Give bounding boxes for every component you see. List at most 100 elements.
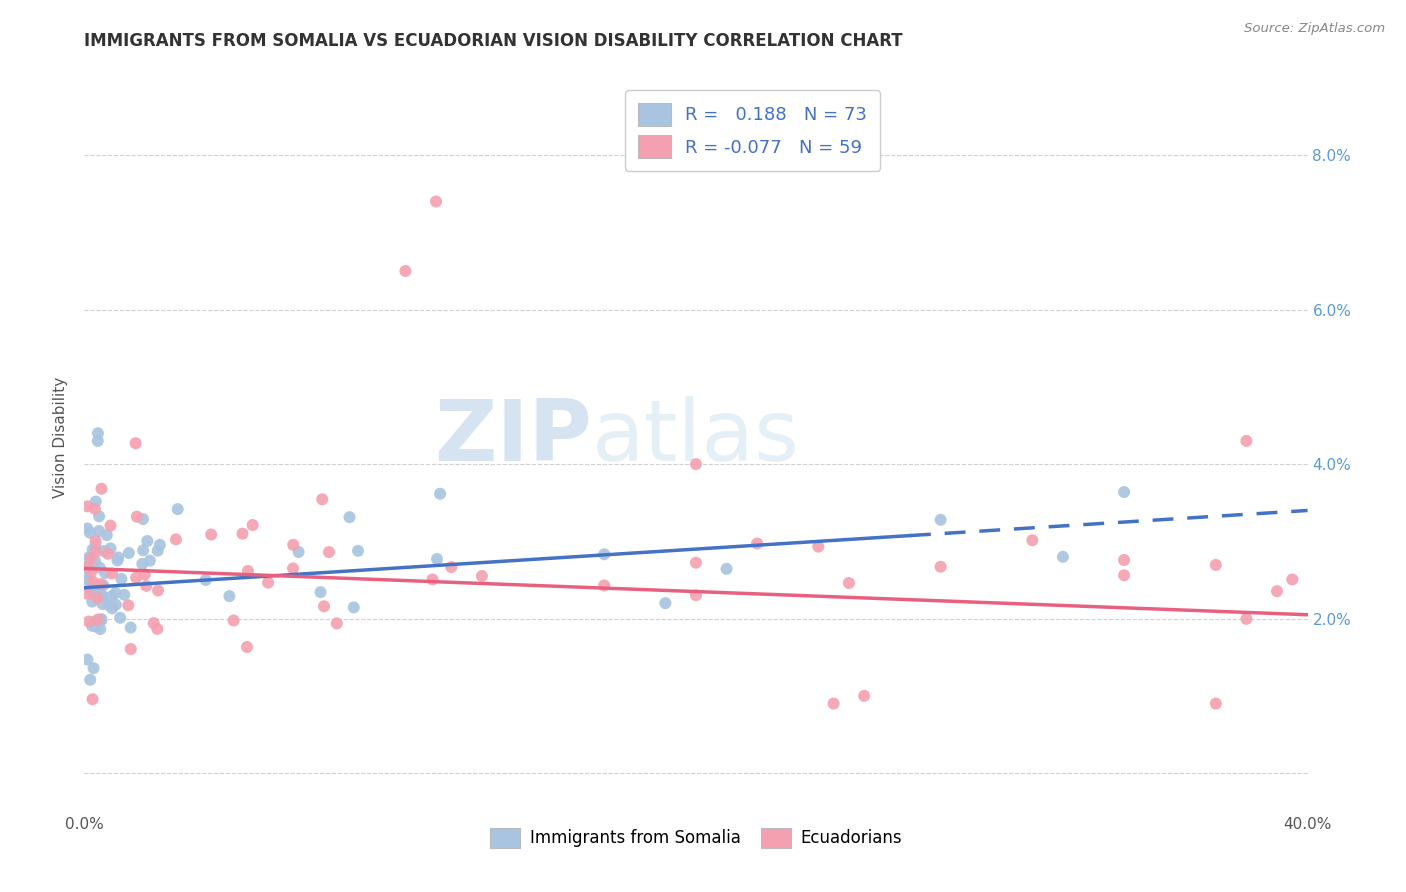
Point <box>108 611 131 625</box>
Point <box>84 544 107 558</box>
Point <box>343 600 366 615</box>
Point <box>84 501 107 516</box>
Point <box>142 616 165 631</box>
Point <box>425 194 447 209</box>
Point <box>593 578 616 592</box>
Point <box>77 550 100 565</box>
Point <box>222 614 245 628</box>
Point <box>747 536 769 550</box>
Point <box>807 540 830 554</box>
Point <box>347 544 370 558</box>
Point <box>96 528 118 542</box>
Point <box>685 556 707 570</box>
Point <box>107 553 129 567</box>
Point <box>82 574 104 589</box>
Point <box>100 518 122 533</box>
Point <box>283 538 305 552</box>
Point <box>146 622 169 636</box>
Point <box>287 545 309 559</box>
Point <box>426 552 449 566</box>
Point <box>1205 558 1227 572</box>
Point <box>90 588 112 602</box>
Point <box>394 264 416 278</box>
Point <box>281 561 304 575</box>
Text: ZIP: ZIP <box>434 395 592 479</box>
Point <box>422 573 444 587</box>
Text: Source: ZipAtlas.com: Source: ZipAtlas.com <box>1244 22 1385 36</box>
Point <box>89 582 111 596</box>
Point <box>107 550 129 565</box>
Point <box>146 543 169 558</box>
Point <box>98 599 121 613</box>
Y-axis label: Vision Disability: Vision Disability <box>53 376 69 498</box>
Point <box>76 587 98 601</box>
Point <box>76 521 98 535</box>
Point <box>132 512 155 526</box>
Point <box>91 597 114 611</box>
Point <box>87 613 110 627</box>
Point <box>86 591 108 606</box>
Point <box>135 579 157 593</box>
Point <box>90 613 112 627</box>
Point <box>87 434 110 448</box>
Point <box>311 492 333 507</box>
Point <box>76 574 98 588</box>
Point <box>117 599 139 613</box>
Point <box>80 564 103 578</box>
Point <box>716 562 738 576</box>
Point <box>91 578 114 592</box>
Point <box>93 544 115 558</box>
Point <box>76 570 98 584</box>
Point <box>593 547 616 561</box>
Point <box>471 569 494 583</box>
Point <box>84 614 107 628</box>
Point <box>86 615 108 630</box>
Point <box>1114 568 1136 582</box>
Point <box>1236 612 1258 626</box>
Point <box>838 576 860 591</box>
Point <box>654 596 676 610</box>
Point <box>101 601 124 615</box>
Point <box>91 589 114 603</box>
Point <box>80 619 103 633</box>
Point <box>110 572 132 586</box>
Text: atlas: atlas <box>592 395 800 479</box>
Point <box>94 566 117 580</box>
Point <box>87 509 110 524</box>
Point <box>139 554 162 568</box>
Point <box>84 620 107 634</box>
Point <box>1281 573 1303 587</box>
Point <box>823 697 845 711</box>
Point <box>318 545 340 559</box>
Point <box>76 500 98 514</box>
Point <box>125 571 148 585</box>
Point <box>132 543 155 558</box>
Point <box>79 525 101 540</box>
Point <box>242 518 264 533</box>
Point <box>929 513 952 527</box>
Point <box>1114 553 1136 567</box>
Point <box>77 615 100 629</box>
Point <box>86 579 108 593</box>
Point <box>131 557 153 571</box>
Point <box>82 542 104 557</box>
Text: IMMIGRANTS FROM SOMALIA VS ECUADORIAN VISION DISABILITY CORRELATION CHART: IMMIGRANTS FROM SOMALIA VS ECUADORIAN VI… <box>84 32 903 50</box>
Point <box>146 583 169 598</box>
Point <box>79 673 101 687</box>
Point <box>112 588 135 602</box>
Point <box>1265 584 1288 599</box>
Point <box>165 533 187 547</box>
Point <box>1052 549 1074 564</box>
Point <box>440 560 463 574</box>
Point <box>1236 434 1258 448</box>
Point <box>118 546 141 560</box>
Point <box>80 583 103 598</box>
Point <box>87 426 110 441</box>
Point <box>100 590 122 604</box>
Point <box>685 457 707 471</box>
Point <box>101 566 124 581</box>
Point <box>149 538 172 552</box>
Point <box>76 560 98 574</box>
Point <box>84 494 107 508</box>
Point <box>100 541 122 556</box>
